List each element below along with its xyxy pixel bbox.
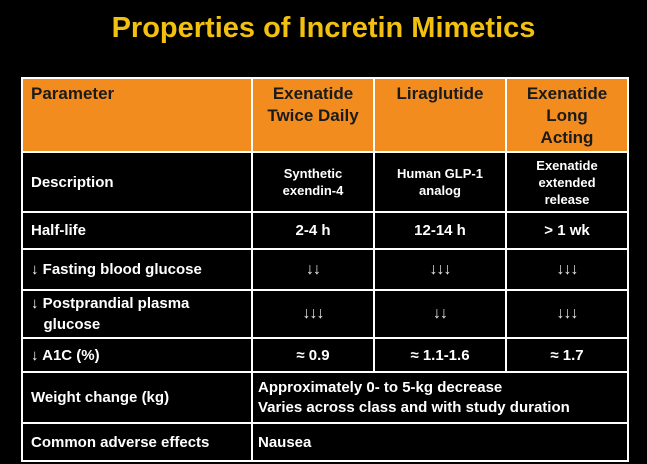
table-row: ↓ Fasting blood glucose ↓↓ ↓↓↓ ↓↓↓ <box>21 248 629 291</box>
row-label-weight-change: Weight change (kg) <box>21 371 253 424</box>
table-row: Common adverse effects Nausea <box>21 422 629 462</box>
cell-value: ≈ 0.9 <box>251 337 375 373</box>
table-row: Description Synthetic exendin-4 Human GLP… <box>21 151 629 213</box>
down-arrows-icon: ↓↓ <box>373 289 507 339</box>
down-arrows-icon: ↓↓↓ <box>505 248 629 291</box>
cell-value: ≈ 1.1-1.6 <box>373 337 507 373</box>
row-label-a1c: ↓ A1C (%) <box>21 337 253 373</box>
cell-value: Synthetic exendin-4 <box>251 151 375 213</box>
table-row: Weight change (kg) Approximately 0- to 5… <box>21 371 629 424</box>
header-liraglutide: Liraglutide <box>373 77 507 153</box>
cell-value: 12-14 h <box>373 211 507 250</box>
cell-value: Exenatide extended release <box>505 151 629 213</box>
row-label-adverse-effects: Common adverse effects <box>21 422 253 462</box>
table-row: Half-life 2-4 h 12-14 h > 1 wk <box>21 211 629 250</box>
header-exenatide-long-acting: Exenatide Long Acting <box>505 77 629 153</box>
row-label-description: Description <box>21 151 253 213</box>
row-label-postprandial-glucose: ↓ Postprandial plasma glucose <box>21 289 253 339</box>
down-arrows-icon: ↓↓ <box>251 248 375 291</box>
cell-value: Nausea <box>251 422 629 462</box>
row-label-half-life: Half-life <box>21 211 253 250</box>
table-header-row: Parameter Exenatide Twice Daily Liragluti… <box>21 77 629 153</box>
slide-title: Properties of Incretin Mimetics <box>111 12 536 44</box>
header-exenatide-twice-daily: Exenatide Twice Daily <box>251 77 375 153</box>
table-row: ↓ Postprandial plasma glucose ↓↓↓ ↓↓ ↓↓↓ <box>21 289 629 339</box>
row-label-fasting-glucose: ↓ Fasting blood glucose <box>21 248 253 291</box>
table-row: ↓ A1C (%) ≈ 0.9 ≈ 1.1-1.6 ≈ 1.7 <box>21 337 629 373</box>
cell-value: Approximately 0- to 5-kg decrease Varies … <box>251 371 629 424</box>
down-arrows-icon: ↓↓↓ <box>505 289 629 339</box>
cell-value: ≈ 1.7 <box>505 337 629 373</box>
down-arrows-icon: ↓↓↓ <box>373 248 507 291</box>
cell-value: > 1 wk <box>505 211 629 250</box>
incretin-properties-table: Parameter Exenatide Twice Daily Liragluti… <box>21 77 629 462</box>
cell-value: Human GLP-1 analog <box>373 151 507 213</box>
cell-value: 2-4 h <box>251 211 375 250</box>
down-arrows-icon: ↓↓↓ <box>251 289 375 339</box>
header-parameter: Parameter <box>21 77 253 153</box>
